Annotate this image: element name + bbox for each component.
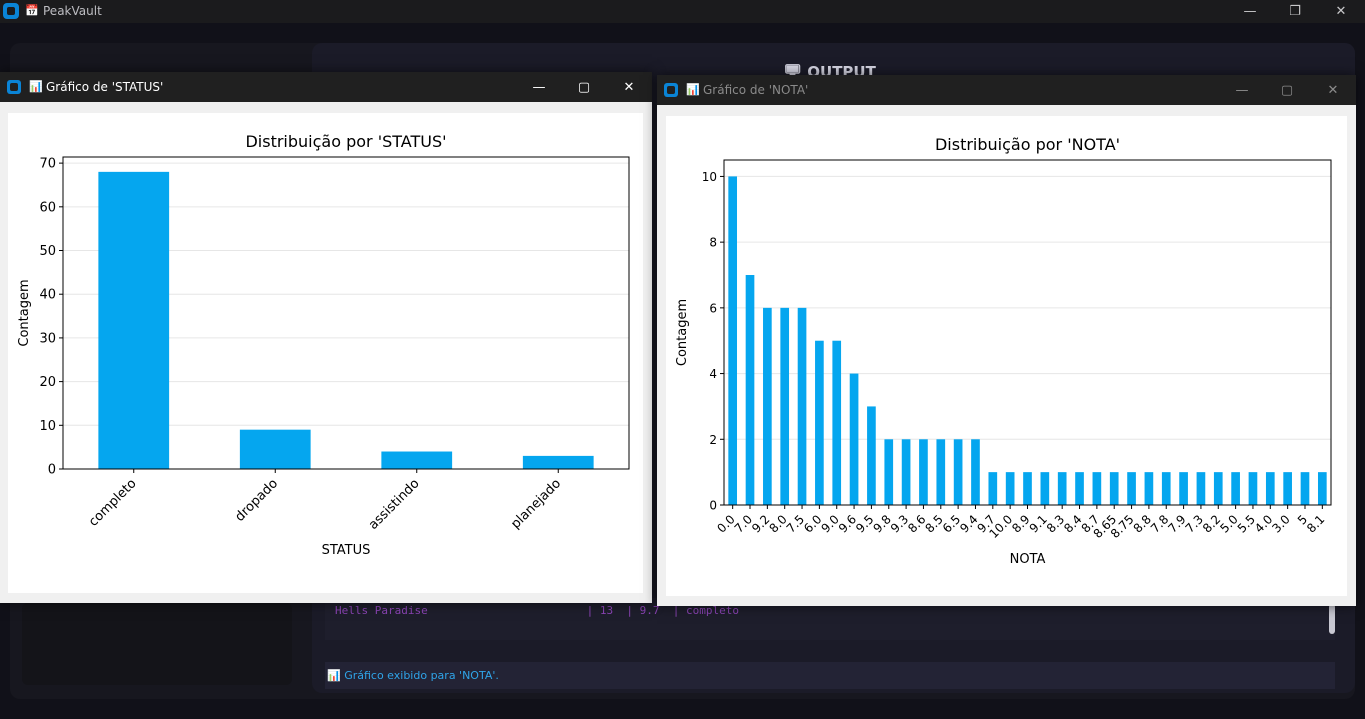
calendar-icon: 📅 bbox=[25, 4, 39, 17]
nota-maximize-button[interactable]: ▢ bbox=[1280, 82, 1294, 98]
bar bbox=[1265, 472, 1275, 505]
bar bbox=[953, 439, 963, 505]
bar bbox=[1005, 472, 1015, 505]
bar bbox=[1040, 472, 1050, 505]
status-minimize-button[interactable]: — bbox=[532, 79, 546, 95]
bar bbox=[797, 307, 807, 505]
status-chart-canvas: 0 10 20 30 40 50 60 70 completo dropado assistindo… bbox=[8, 113, 643, 593]
plot-frame bbox=[62, 156, 630, 470]
x-tick-label: 3.0 bbox=[1269, 512, 1292, 535]
bar bbox=[1057, 472, 1067, 505]
bar bbox=[763, 307, 772, 505]
x-axis-label: NOTA bbox=[1010, 552, 1046, 567]
nota-window-title-bar[interactable]: 📊 Gráfico de 'NOTA' — ▢ ✕ bbox=[657, 75, 1356, 105]
x-tick-label: planejado bbox=[508, 476, 564, 532]
y-tick-label: 4 bbox=[709, 367, 717, 381]
bar bbox=[1231, 472, 1240, 505]
bar bbox=[867, 406, 876, 505]
bar bbox=[745, 275, 755, 505]
bar bbox=[832, 340, 842, 505]
bar bbox=[98, 171, 170, 469]
x-tick-label: completo bbox=[86, 476, 140, 530]
nota-chart-canvas: 0 2 4 6 8 10 0.0 7.0 9.2 8.0 7.5 6.0 9.0 9.6 9.5 9.8 9.3… bbox=[666, 116, 1347, 596]
x-tick-label: dropado bbox=[232, 476, 281, 525]
status-close-button[interactable]: ✕ bbox=[623, 79, 635, 95]
y-tick-label: 60 bbox=[39, 200, 56, 215]
bar bbox=[1300, 472, 1310, 505]
terminal-scrollbar[interactable] bbox=[1329, 604, 1335, 634]
status-window-title-bar[interactable]: 📊 Gráfico de 'STATUS' — ▢ ✕ bbox=[0, 72, 652, 102]
y-tick-label: 8 bbox=[709, 236, 717, 250]
status-maximize-button[interactable]: ▢ bbox=[577, 79, 591, 95]
bar bbox=[780, 307, 790, 505]
status-chart-window[interactable]: 📊 Gráfico de 'STATUS' — ▢ ✕ 0 10 20 30 40 50 6… bbox=[0, 72, 652, 603]
y-tick-label: 2 bbox=[709, 433, 717, 447]
bar bbox=[1161, 472, 1171, 505]
app-minimize-button[interactable]: — bbox=[1243, 4, 1257, 19]
y-tick-label: 30 bbox=[39, 331, 56, 346]
bar bbox=[1109, 472, 1119, 505]
terminal-row: Hells Paradise | 13 | 9.7 | completo bbox=[335, 604, 739, 617]
app-maximize-button[interactable]: ❐ bbox=[1289, 4, 1301, 19]
chart-title: Distribuição por 'STATUS' bbox=[245, 132, 446, 151]
y-tick-label: 20 bbox=[39, 375, 56, 390]
bar bbox=[728, 176, 738, 505]
nota-chart-window[interactable]: 📊 Gráfico de 'NOTA' — ▢ ✕ 0 2 4 6 8 10 0.0 7.0 9… bbox=[657, 75, 1356, 606]
y-tick-label: 0 bbox=[709, 499, 717, 513]
bar bbox=[815, 340, 824, 505]
bar bbox=[1283, 472, 1292, 505]
app-close-button[interactable]: ✕ bbox=[1335, 4, 1347, 19]
status-bar: 📊 Gráfico exibido para 'NOTA'. bbox=[325, 662, 1335, 689]
bar bbox=[1127, 472, 1136, 505]
x-tick-label: assistindo bbox=[366, 476, 423, 533]
y-axis-label: Contagem bbox=[17, 279, 32, 346]
y-tick-label: 50 bbox=[39, 244, 56, 259]
window-logo-icon bbox=[7, 80, 21, 94]
app-title-bar: 📅 PeakVault — ❐ ✕ bbox=[0, 0, 1365, 23]
bar bbox=[919, 439, 928, 505]
nota-minimize-button[interactable]: — bbox=[1235, 82, 1249, 98]
bar bbox=[1075, 472, 1084, 505]
bar bbox=[1196, 472, 1206, 505]
y-tick-label: 0 bbox=[48, 463, 56, 478]
bar bbox=[1179, 472, 1188, 505]
nota-window-title: Gráfico de 'NOTA' bbox=[703, 83, 809, 97]
chart-icon: 📊 bbox=[686, 83, 700, 96]
bar bbox=[1023, 472, 1032, 505]
x-tick-label: 8.1 bbox=[1304, 512, 1327, 535]
y-tick-label: 70 bbox=[39, 157, 56, 172]
bar bbox=[1092, 472, 1102, 505]
bar bbox=[849, 373, 859, 505]
app-logo-icon bbox=[3, 3, 19, 19]
sidebar-panel bbox=[22, 603, 292, 685]
window-logo-icon bbox=[664, 83, 678, 97]
bar bbox=[239, 429, 311, 469]
bar bbox=[1317, 472, 1327, 505]
y-tick-label: 10 bbox=[702, 170, 717, 184]
x-axis-label: STATUS bbox=[322, 543, 371, 558]
bar bbox=[901, 439, 911, 505]
y-tick-label: 6 bbox=[709, 301, 717, 315]
chart-title: Distribuição por 'NOTA' bbox=[935, 135, 1120, 154]
bar bbox=[971, 439, 980, 505]
bar bbox=[381, 451, 453, 469]
bar bbox=[936, 439, 946, 505]
y-tick-label: 40 bbox=[39, 288, 56, 303]
bar bbox=[1213, 472, 1223, 505]
nota-close-button[interactable]: ✕ bbox=[1327, 82, 1339, 98]
bar bbox=[1248, 472, 1258, 505]
app-title: PeakVault bbox=[43, 4, 102, 18]
plot-frame bbox=[723, 159, 1332, 506]
nota-bar-chart: 02468100.07.09.28.07.56.09.09.69.59.89.3… bbox=[675, 135, 1332, 567]
bar bbox=[522, 455, 594, 469]
status-message: 📊 Gráfico exibido para 'NOTA'. bbox=[327, 669, 499, 682]
status-bar-chart: 0 10 20 30 40 50 60 70 completo dropado assistindo… bbox=[17, 132, 630, 558]
y-axis-label: Contagem bbox=[675, 299, 690, 366]
y-tick-label: 10 bbox=[39, 419, 56, 434]
bar bbox=[884, 439, 894, 505]
bar bbox=[988, 472, 998, 505]
chart-icon: 📊 bbox=[29, 80, 43, 93]
bar bbox=[1144, 472, 1154, 505]
status-window-title: Gráfico de 'STATUS' bbox=[46, 80, 164, 94]
